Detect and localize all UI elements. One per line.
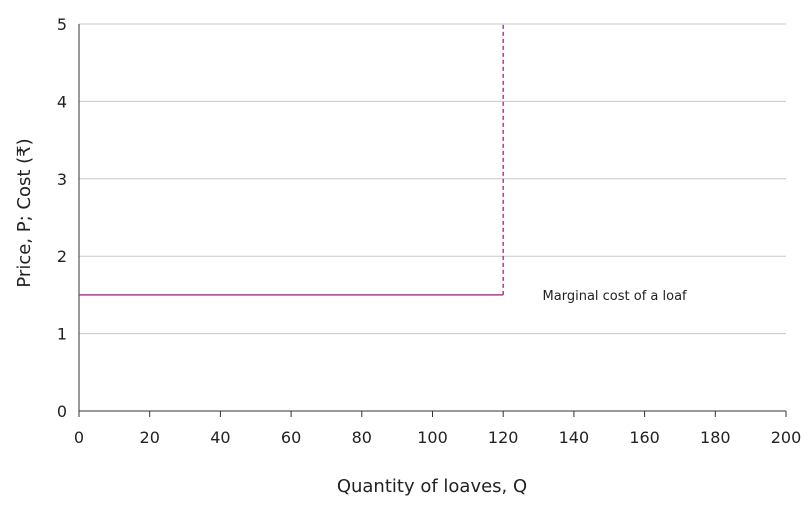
y-tick-label: 1 — [57, 325, 67, 344]
tick-labels: 0 1 2 3 4 5 0 20 40 60 80 100 120 140 160 180 200 — [57, 15, 801, 447]
x-axis-label: Quantity of loaves, Q — [337, 476, 527, 497]
gridlines — [79, 23, 786, 335]
x-tick-label: 180 — [700, 428, 731, 447]
axes — [78, 24, 787, 417]
y-tick-label: 3 — [57, 170, 67, 189]
y-tick-label: 5 — [57, 15, 67, 34]
x-tick-label: 200 — [771, 428, 802, 447]
series — [79, 24, 504, 296]
x-tick-label: 60 — [281, 428, 301, 447]
x-tick-label: 120 — [488, 428, 519, 447]
x-tick-label: 0 — [74, 428, 84, 447]
x-tick-label: 100 — [417, 428, 448, 447]
x-tick-label: 80 — [352, 428, 372, 447]
x-tick-label: 40 — [210, 428, 230, 447]
x-tick-label: 160 — [629, 428, 660, 447]
y-tick-label: 2 — [57, 247, 67, 266]
y-tick-label: 4 — [57, 92, 67, 111]
x-tick-label: 140 — [559, 428, 590, 447]
x-tick-label: 20 — [140, 428, 160, 447]
annotation-marginal-cost: Marginal cost of a loaf — [543, 289, 688, 304]
y-tick-label: 0 — [57, 402, 67, 421]
y-axis-label: Price, P; Cost (₹) — [14, 138, 35, 287]
